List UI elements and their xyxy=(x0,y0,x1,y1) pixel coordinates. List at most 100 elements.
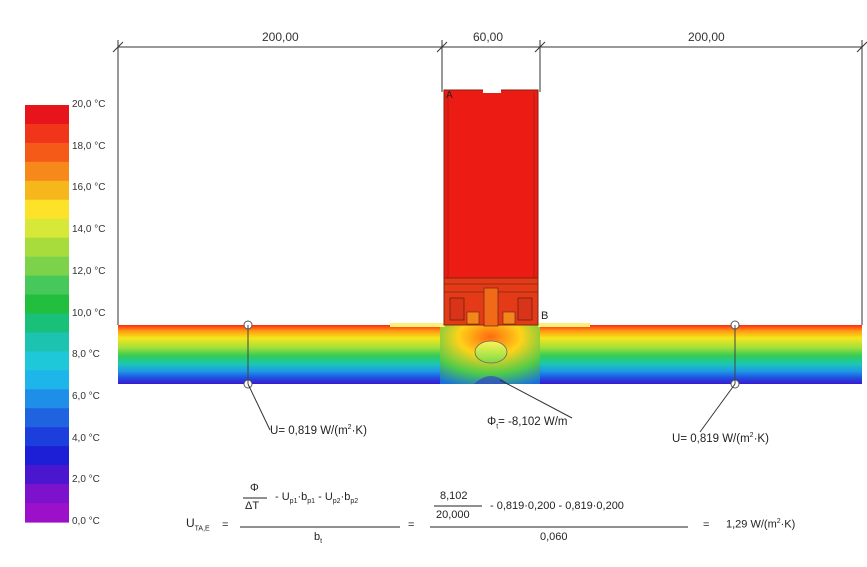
point-a-label: A xyxy=(446,90,453,101)
scale-label: 16,0 °C xyxy=(72,182,106,194)
scale-swatch xyxy=(25,237,69,258)
num-mid-2: - U xyxy=(315,491,333,503)
num-sub-2: p1 xyxy=(307,498,316,506)
num-terms-a: - U xyxy=(275,491,290,503)
formula-value-denominator: 0,060 xyxy=(540,531,568,543)
u-right-tail: ·K) xyxy=(753,432,769,445)
scale-swatch xyxy=(25,161,69,182)
formula-delta-t: ΔT xyxy=(245,500,260,512)
mullion-gasket-right xyxy=(502,311,516,325)
slab-top-highlight-right xyxy=(538,323,590,327)
scale-swatch xyxy=(25,199,69,220)
formula-lhs: UTA,E xyxy=(186,516,210,532)
scale-label: 18,0 °C xyxy=(72,140,106,152)
dimension-right-label: 200,00 xyxy=(688,30,725,44)
num-mid-3: ·b xyxy=(340,491,351,503)
section-cut-lines xyxy=(247,325,736,384)
leader-lines xyxy=(247,379,736,433)
scale-swatch xyxy=(25,427,69,447)
u-left-value: = 0,819 W/(m xyxy=(278,424,348,437)
phi-annotation: Φt= -8,102 W/m xyxy=(487,416,567,430)
scale-swatch xyxy=(25,446,69,466)
scale-swatch xyxy=(25,142,69,163)
scale-swatch xyxy=(25,275,69,296)
scale-swatch xyxy=(25,180,69,201)
formula-eq3: = xyxy=(703,519,710,531)
joint-cavity xyxy=(474,340,508,364)
scale-swatch xyxy=(25,332,69,352)
phi-value: = -8,102 W/m xyxy=(498,416,568,428)
scale-swatch xyxy=(25,389,69,409)
temperature-color-scale xyxy=(25,105,69,523)
u-left-sup: 2 xyxy=(347,424,352,431)
num-mid-1: ·b xyxy=(297,491,308,503)
mullion-clip-right xyxy=(517,297,533,321)
scale-label: 0,0 °C xyxy=(72,516,100,527)
scale-swatch xyxy=(25,370,69,390)
scale-label: 10,0 °C xyxy=(72,307,106,319)
formula-eq2: = xyxy=(408,519,415,531)
u-left-symbol: U xyxy=(270,424,279,437)
point-b-label: B xyxy=(541,310,549,322)
u-value-right-annotation: U= 0,819 W/(m2·K) xyxy=(672,432,769,445)
num-sub-4: p2 xyxy=(350,498,359,506)
formula-value-terms: - 0,819·0,200 - 0,819·0,200 xyxy=(490,500,624,512)
formula-lhs-symbol: U xyxy=(186,516,195,530)
scale-label: 8,0 °C xyxy=(72,349,100,361)
dimension-middle-label: 60,00 xyxy=(473,30,504,44)
formula-value-phi: 8,102 xyxy=(440,490,468,502)
scale-swatch xyxy=(25,484,69,504)
formula-eq1: = xyxy=(222,519,229,531)
slab-right xyxy=(536,325,862,384)
joint-lower-notch xyxy=(474,376,508,384)
mullion-web xyxy=(483,287,499,327)
result-value: 1,29 W/(m xyxy=(726,518,777,531)
scale-label: 12,0 °C xyxy=(72,265,106,277)
den-symbol: b xyxy=(314,531,321,543)
scale-swatch xyxy=(25,465,69,485)
scale-swatch xyxy=(25,256,69,277)
scale-swatch xyxy=(25,408,69,428)
result-tail: ·K) xyxy=(780,518,796,531)
scale-label: 2,0 °C xyxy=(72,474,100,486)
u-value-left-annotation: U= 0,819 W/(m2·K) xyxy=(270,424,367,437)
scale-swatch xyxy=(25,351,69,371)
reference-markers xyxy=(243,320,740,389)
scale-swatch xyxy=(25,105,69,125)
scale-label: 6,0 °C xyxy=(72,390,100,402)
slab-left xyxy=(118,325,444,384)
mullion-profile xyxy=(443,89,539,281)
u-left-tail: ·K) xyxy=(351,424,367,437)
scale-swatch xyxy=(25,218,69,239)
mullion-gasket-left xyxy=(466,311,480,325)
u-right-sup: 2 xyxy=(749,432,754,439)
scale-swatch xyxy=(25,313,69,334)
scale-label: 20,0 °C xyxy=(72,99,106,110)
formula-lhs-sub: TA,E xyxy=(194,525,210,533)
num-sub-3: p2 xyxy=(332,498,341,506)
mullion-top-notch xyxy=(483,89,501,93)
scale-swatch xyxy=(25,503,69,523)
formula-fraction-lines xyxy=(240,497,688,528)
phi-symbol: Φ xyxy=(487,416,497,428)
scale-swatch xyxy=(25,294,69,315)
formula-value-delta-t: 20,000 xyxy=(436,509,470,521)
result-sup: 2 xyxy=(776,518,781,525)
den-sub: t xyxy=(320,538,323,546)
num-sub-1: p1 xyxy=(289,498,298,506)
slab-top-highlight-left xyxy=(390,323,445,327)
u-right-value: = 0,819 W/(m xyxy=(680,432,750,445)
formula-phi: Φ xyxy=(250,482,259,494)
mullion-clip-left xyxy=(449,297,465,321)
formula-numerator-terms: - Up1·bp1 - Up2·bp2 xyxy=(275,491,358,505)
phi-sub: t xyxy=(496,423,499,431)
scale-swatch xyxy=(25,123,69,144)
dimension-left-label: 200,00 xyxy=(262,30,299,44)
u-right-symbol: U xyxy=(672,432,681,445)
formula-result: 1,29 W/(m2·K) xyxy=(726,518,795,531)
scale-label: 4,0 °C xyxy=(72,432,100,444)
formula-denominator: bt xyxy=(314,531,322,545)
scale-label: 14,0 °C xyxy=(72,224,106,236)
